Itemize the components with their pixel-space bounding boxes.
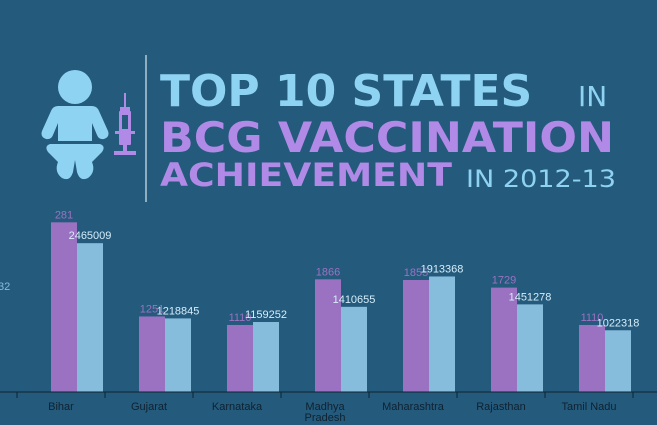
bar bbox=[341, 306, 367, 392]
x-tick-label: Bihar bbox=[48, 401, 74, 413]
bar-value-label: 281 bbox=[55, 209, 73, 221]
labels-layer: 2812465009125112188451110115925218661410… bbox=[55, 209, 640, 329]
bar bbox=[403, 280, 429, 392]
bar bbox=[165, 318, 191, 392]
x-tick-label: Maharashtra bbox=[382, 401, 445, 413]
x-tick-label: Tamil Nadu bbox=[561, 401, 616, 413]
bar bbox=[77, 243, 103, 392]
bar-value-label: 1866 bbox=[316, 266, 340, 278]
bar-value-label: 1855 bbox=[404, 267, 428, 279]
bar-value-label: 1110 bbox=[229, 312, 252, 324]
x-tick-label: Gujarat bbox=[131, 401, 167, 413]
bar-value-label: 1729 bbox=[492, 275, 516, 287]
bar bbox=[253, 322, 279, 392]
title-line1-bold: TOP 10 STATES bbox=[160, 66, 532, 117]
bar-value-label: 2465009 bbox=[69, 230, 112, 242]
bar-value-label: 1022318 bbox=[597, 317, 640, 329]
bar bbox=[605, 330, 631, 392]
title-line2-bold: BCG VACCINATION bbox=[160, 113, 614, 162]
bar bbox=[429, 276, 455, 392]
x-tick-label: Karnataka bbox=[212, 401, 263, 413]
bar bbox=[51, 222, 77, 392]
bar-value-label: 1451278 bbox=[509, 291, 552, 303]
x-tick-label: Pradesh bbox=[305, 412, 346, 424]
syringe-icon bbox=[114, 93, 136, 155]
bar bbox=[227, 324, 253, 392]
bar-value-label: 1159252 bbox=[245, 309, 287, 321]
bar bbox=[139, 316, 165, 392]
bar bbox=[517, 304, 543, 392]
bar-value-label: 1410655 bbox=[333, 294, 376, 306]
title-line3-bold: ACHIEVEMENT bbox=[160, 156, 452, 194]
bars-layer bbox=[51, 222, 631, 392]
bar bbox=[315, 279, 341, 392]
cutoff-value-label: 32 bbox=[0, 281, 10, 293]
bar-value-label: 1251 bbox=[140, 303, 164, 315]
x-tick-label: Rajasthan bbox=[476, 401, 526, 413]
title-line3-light: IN 2012-13 bbox=[466, 165, 616, 193]
bar bbox=[579, 324, 605, 392]
bar-value-label: 1913368 bbox=[421, 263, 464, 275]
title-line1-light: IN bbox=[578, 80, 607, 113]
x-tick-label: Madhya bbox=[305, 401, 345, 413]
bar-value-label: 1218845 bbox=[157, 305, 200, 317]
baby-icon bbox=[41, 70, 109, 180]
bar-value-label: 1110 bbox=[581, 312, 604, 324]
bar bbox=[491, 287, 517, 392]
